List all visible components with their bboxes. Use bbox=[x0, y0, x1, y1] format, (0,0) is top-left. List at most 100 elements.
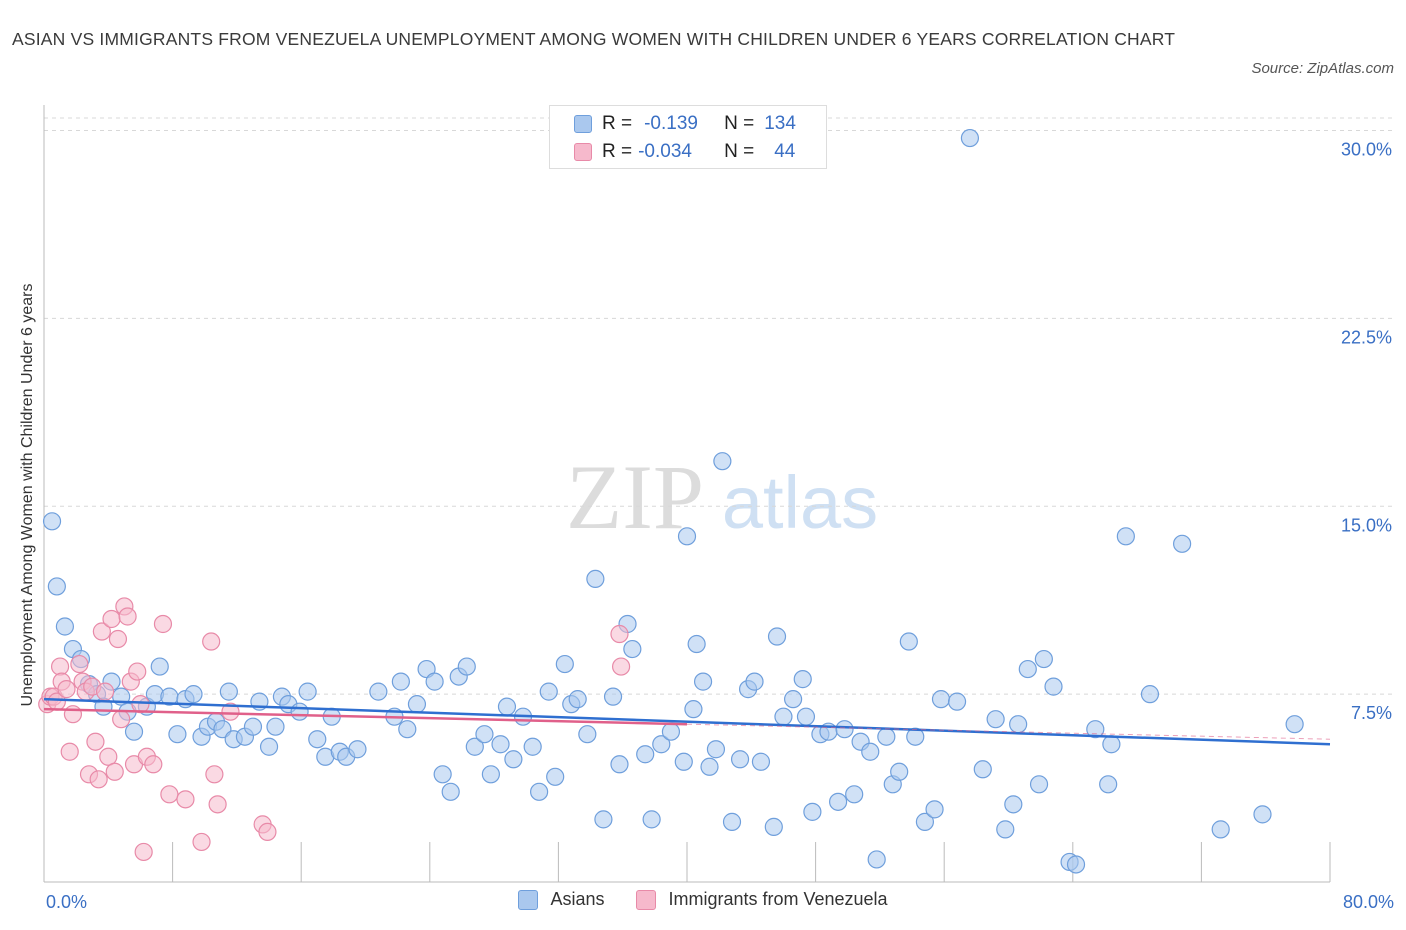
venezuela-trend-line bbox=[43, 707, 688, 726]
asians-point bbox=[774, 707, 793, 726]
asians-point bbox=[568, 690, 587, 709]
asians-legend-label: Asians bbox=[550, 889, 605, 909]
asians-point bbox=[1009, 715, 1028, 734]
asians-point bbox=[539, 682, 558, 701]
asians-point bbox=[184, 685, 203, 704]
x-tick-label-min: 0.0% bbox=[46, 892, 87, 912]
venezuela-point bbox=[208, 795, 227, 814]
asians-point bbox=[530, 782, 549, 801]
asians-point bbox=[767, 627, 787, 646]
venezuela-trend-extension bbox=[686, 723, 1331, 740]
asians-point bbox=[578, 725, 597, 744]
asians-point bbox=[661, 722, 681, 741]
venezuela-point bbox=[92, 622, 111, 641]
asians-point bbox=[973, 760, 992, 779]
asians-point bbox=[266, 717, 285, 736]
venezuela-point bbox=[102, 609, 121, 629]
y-tick-label: 7.5% bbox=[1351, 703, 1392, 723]
asians-point bbox=[877, 727, 896, 746]
venezuela-point bbox=[99, 747, 118, 766]
asians-point bbox=[730, 750, 750, 769]
venezuela-point bbox=[205, 765, 224, 784]
asians-point bbox=[636, 745, 655, 764]
asians-point bbox=[47, 577, 66, 596]
venezuela-n-label: N = bbox=[724, 141, 755, 162]
y-tick-label: 30.0% bbox=[1341, 140, 1392, 160]
venezuela-point bbox=[95, 682, 115, 701]
asians-point bbox=[308, 730, 327, 749]
asians-point bbox=[150, 657, 169, 676]
asians-point bbox=[168, 725, 187, 744]
venezuela-point bbox=[160, 785, 179, 804]
asians-point bbox=[1140, 685, 1160, 704]
venezuela-point bbox=[50, 657, 70, 676]
asians-point bbox=[693, 672, 713, 691]
asians-point bbox=[722, 812, 742, 831]
asians-point bbox=[1034, 649, 1053, 669]
asians-point bbox=[623, 639, 642, 659]
venezuela-swatch bbox=[574, 143, 592, 161]
venezuela-point bbox=[610, 624, 629, 644]
asians-point bbox=[899, 632, 918, 651]
asians-point bbox=[1211, 820, 1230, 839]
venezuela-point bbox=[60, 742, 79, 761]
asians-point bbox=[1086, 720, 1105, 739]
asians-legend-swatch bbox=[518, 889, 539, 910]
asians-point bbox=[407, 695, 427, 714]
asians-point bbox=[1044, 677, 1063, 696]
asians-point bbox=[398, 720, 417, 739]
asians-point bbox=[803, 802, 822, 821]
asians-point bbox=[687, 634, 706, 654]
legend-item-asians[interactable]: Asians bbox=[518, 889, 604, 910]
asians-point bbox=[219, 682, 238, 701]
legend-item-venezuela[interactable]: Immigrants from Venezuela bbox=[636, 889, 888, 910]
asians-point bbox=[523, 737, 542, 756]
venezuela-n-value: 44 bbox=[774, 141, 796, 162]
asians-point bbox=[555, 654, 574, 674]
asians-point bbox=[867, 850, 886, 869]
asians-point bbox=[546, 767, 565, 786]
asians-point bbox=[915, 812, 935, 831]
asians-swatch bbox=[574, 115, 592, 133]
asians-r-value: -0.139 bbox=[644, 113, 698, 134]
asians-point bbox=[603, 687, 623, 706]
asians-point bbox=[425, 672, 444, 691]
asians-point bbox=[348, 740, 367, 759]
asians-point bbox=[1004, 795, 1023, 814]
venezuela-point bbox=[611, 657, 631, 676]
venezuela-point bbox=[89, 770, 108, 789]
venezuela-r-value: -0.034 bbox=[638, 141, 692, 162]
asians-point bbox=[475, 725, 494, 744]
venezuela-point bbox=[105, 762, 124, 781]
asians-point bbox=[960, 128, 980, 148]
asians-point bbox=[835, 720, 854, 739]
asians-point bbox=[1029, 775, 1049, 794]
y-tick-label: 22.5% bbox=[1341, 327, 1392, 347]
asians-point bbox=[1099, 775, 1118, 794]
asians-point bbox=[642, 810, 661, 829]
asians-point bbox=[684, 700, 703, 719]
asians-point bbox=[796, 707, 816, 726]
venezuela-point bbox=[128, 662, 147, 681]
asians-point bbox=[1116, 527, 1135, 546]
asians-point bbox=[42, 512, 62, 531]
asians-point bbox=[751, 752, 771, 771]
asians-point bbox=[594, 810, 613, 829]
asians-point bbox=[829, 792, 848, 811]
asians-point bbox=[890, 762, 909, 781]
asians-point bbox=[610, 755, 629, 774]
x-tick-label-max: 80.0% bbox=[1343, 892, 1394, 912]
asians-point bbox=[441, 782, 460, 801]
venezuela-point bbox=[108, 629, 128, 649]
asians-point bbox=[369, 682, 388, 701]
venezuela-point bbox=[86, 732, 105, 751]
asians-r-label: R = bbox=[602, 113, 633, 134]
asians-point bbox=[986, 710, 1005, 729]
watermark-atlas: atlas bbox=[722, 461, 878, 544]
asians-point bbox=[906, 727, 925, 746]
asians-point bbox=[391, 672, 410, 691]
asians-point bbox=[124, 722, 144, 741]
venezuela-point bbox=[118, 607, 137, 626]
venezuela-point bbox=[221, 702, 240, 721]
legend-row-venezuela: R = -0.034 N = 44 bbox=[574, 140, 795, 164]
